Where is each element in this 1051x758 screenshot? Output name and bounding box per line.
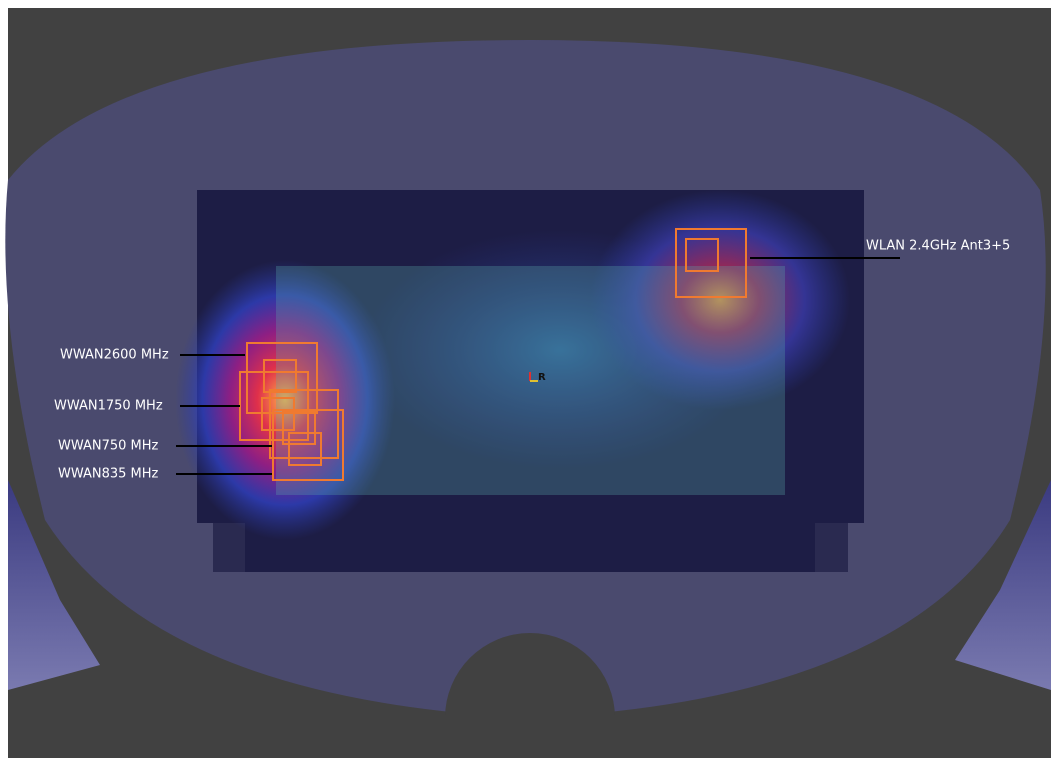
antenna-box [269, 389, 339, 459]
antenna-box [282, 411, 316, 445]
device-base [245, 523, 815, 572]
antenna-box [263, 359, 297, 393]
antenna-label: WWAN835 MHz [58, 467, 159, 482]
antenna-box [272, 409, 344, 481]
phantom-notch [445, 633, 615, 718]
antenna-label: WWAN1750 MHz [54, 399, 163, 414]
antenna-label: WWAN750 MHz [58, 439, 159, 454]
phantom-edge [8, 480, 100, 690]
sar-hotspot [590, 190, 850, 410]
phantom-edge [955, 480, 1051, 690]
antenna-box [261, 397, 295, 431]
antenna-label: WWAN2600 MHz [60, 348, 169, 363]
antenna-label: WLAN 2.4GHz Ant3+5 [866, 239, 1010, 254]
sar-hotspot [175, 260, 395, 540]
axis-label: R [538, 372, 546, 383]
antenna-box [675, 228, 747, 298]
antenna-box [288, 432, 322, 466]
antenna-box [685, 238, 719, 272]
